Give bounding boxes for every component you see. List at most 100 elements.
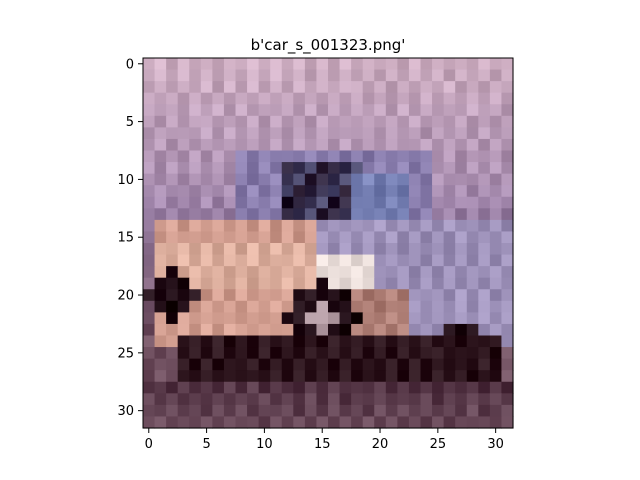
image-pixel xyxy=(235,104,248,117)
image-pixel xyxy=(258,219,271,233)
image-pixel xyxy=(212,69,225,82)
y-tick-label: 20 xyxy=(117,289,134,304)
image-pixel xyxy=(408,358,422,371)
image-pixel xyxy=(420,277,433,290)
image-pixel xyxy=(189,277,202,290)
image-pixel xyxy=(466,243,479,256)
image-pixel xyxy=(200,231,213,244)
image-pixel xyxy=(432,196,445,209)
image-pixel xyxy=(143,323,156,337)
image-pixel xyxy=(466,92,479,105)
image-pixel xyxy=(351,162,364,175)
image-pixel xyxy=(374,219,387,233)
image-pixel xyxy=(166,138,179,152)
image-pixel xyxy=(397,381,410,394)
image-pixel xyxy=(501,127,514,140)
image-pixel xyxy=(455,92,468,105)
image-pixel xyxy=(455,416,468,429)
image-pixel xyxy=(432,185,445,198)
image-pixel xyxy=(408,231,422,244)
image-pixel xyxy=(316,243,329,256)
image-pixel xyxy=(200,266,213,279)
image-pixel xyxy=(489,231,503,244)
image-pixel xyxy=(235,127,248,140)
image-pixel xyxy=(328,254,341,267)
image-pixel xyxy=(223,277,237,290)
image-pixel xyxy=(339,404,352,418)
image-pixel xyxy=(455,173,468,186)
image-pixel xyxy=(258,69,271,82)
image-pixel xyxy=(466,277,479,290)
image-pixel xyxy=(501,92,514,105)
image-pixel xyxy=(432,289,445,302)
image-pixel xyxy=(223,243,237,256)
image-pixel xyxy=(501,58,514,71)
image-pixel xyxy=(478,208,491,221)
image-pixel xyxy=(143,92,156,105)
image-pixel xyxy=(489,381,503,394)
image-pixel xyxy=(316,393,329,406)
image-pixel xyxy=(177,312,190,325)
image-pixel xyxy=(247,266,260,279)
image-pixel xyxy=(200,312,213,325)
image-pixel xyxy=(339,162,352,175)
image-pixel xyxy=(339,173,352,186)
image-pixel xyxy=(316,138,329,152)
image-pixel xyxy=(281,162,294,175)
image-pixel xyxy=(443,358,456,371)
image-pixel xyxy=(235,381,248,394)
image-pixel xyxy=(143,404,156,418)
image-pixel xyxy=(200,404,213,418)
image-pixel xyxy=(385,138,398,152)
image-pixel xyxy=(339,393,352,406)
image-pixel xyxy=(223,162,237,175)
image-pixel xyxy=(351,196,364,209)
image-pixel xyxy=(374,277,387,290)
image-pixel xyxy=(316,300,329,313)
image-pixel xyxy=(408,243,422,256)
image-pixel xyxy=(200,393,213,406)
image-pixel xyxy=(443,416,456,429)
image-pixel xyxy=(385,289,398,302)
image-pixel xyxy=(466,104,479,117)
image-pixel xyxy=(143,277,156,290)
image-pixel xyxy=(385,300,398,313)
image-pixel xyxy=(501,312,514,325)
image-pixel xyxy=(420,115,433,128)
image-pixel xyxy=(177,58,190,71)
image-pixel xyxy=(374,196,387,209)
image-pixel xyxy=(351,115,364,128)
image-pixel xyxy=(200,196,213,209)
image-pixel xyxy=(501,277,514,290)
image-pixel xyxy=(374,138,387,152)
image-pixel xyxy=(154,81,167,94)
image-pixel xyxy=(351,104,364,117)
image-pixel xyxy=(200,381,213,394)
image-pixel xyxy=(247,58,260,71)
image-pixel xyxy=(212,127,225,140)
image-pixel xyxy=(374,243,387,256)
image-pixel xyxy=(432,162,445,175)
image-pixel xyxy=(293,323,306,337)
image-pixel xyxy=(328,231,341,244)
image-pixel xyxy=(478,150,491,163)
image-pixel xyxy=(351,370,364,383)
image-pixel xyxy=(304,92,318,105)
image-pixel xyxy=(177,300,190,313)
image-pixel xyxy=(397,289,410,302)
image-pixel xyxy=(258,185,271,198)
image-pixel xyxy=(432,150,445,163)
image-pixel xyxy=(374,300,387,313)
image-pixel xyxy=(351,266,364,279)
image-pixel xyxy=(443,277,456,290)
image-pixel xyxy=(154,393,167,406)
image-pixel xyxy=(177,115,190,128)
image-pixel xyxy=(328,208,341,221)
image-pixel xyxy=(385,393,398,406)
image-pixel xyxy=(466,404,479,418)
image-pixel xyxy=(154,254,167,267)
image-pixel xyxy=(443,381,456,394)
image-pixel xyxy=(443,323,456,337)
image-pixel xyxy=(374,127,387,140)
image-pixel xyxy=(443,393,456,406)
